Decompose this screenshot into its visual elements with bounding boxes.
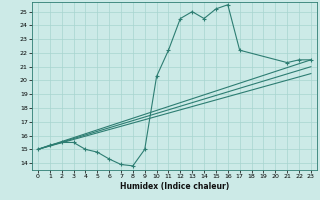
X-axis label: Humidex (Indice chaleur): Humidex (Indice chaleur) bbox=[120, 182, 229, 191]
